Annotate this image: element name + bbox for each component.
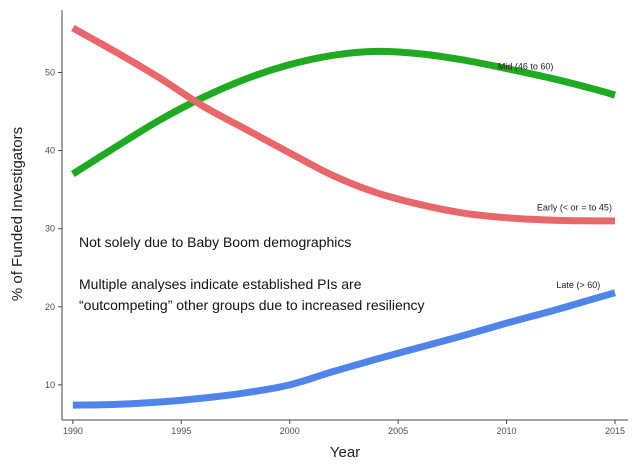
x-tick-label: 2015 [605,426,625,436]
late-series-line [72,289,616,409]
mid-series-line [70,47,616,177]
annotation-analyses: Multiple analyses indicate established P… [79,276,362,292]
series-lines [70,24,616,409]
x-tick-label: 2010 [497,426,517,436]
late-series-label: Late (> 60) [556,280,600,290]
y-tick-label: 10 [45,380,55,390]
x-tick-label: 2000 [280,426,300,436]
axis-ticks: 1990 1995 2000 2005 2010 2015 10 20 30 40 50 [45,67,625,436]
y-axis-title: % of Funded Investigators [9,127,26,301]
x-tick-label: 1990 [63,426,83,436]
annotation-outcompeting: “outcompeting” other groups due to incre… [79,297,425,313]
series-labels: Mid (46 to 60) Early (< or = to 45) Late (… [498,61,612,290]
y-tick-label: 20 [45,302,55,312]
x-axis-title: Year [330,444,360,460]
axes [61,10,628,421]
early-series-line [71,24,615,225]
x-tick-label: 1995 [171,426,191,436]
y-tick-label: 30 [45,224,55,234]
y-tick-label: 50 [45,67,55,77]
early-series-label: Early (< or = to 45) [537,203,612,213]
y-tick-label: 40 [45,146,55,156]
annotation-demographics: Not solely due to Baby Boom demographics [79,234,351,250]
mid-series-label: Mid (46 to 60) [498,61,554,71]
x-tick-label: 2005 [388,426,408,436]
